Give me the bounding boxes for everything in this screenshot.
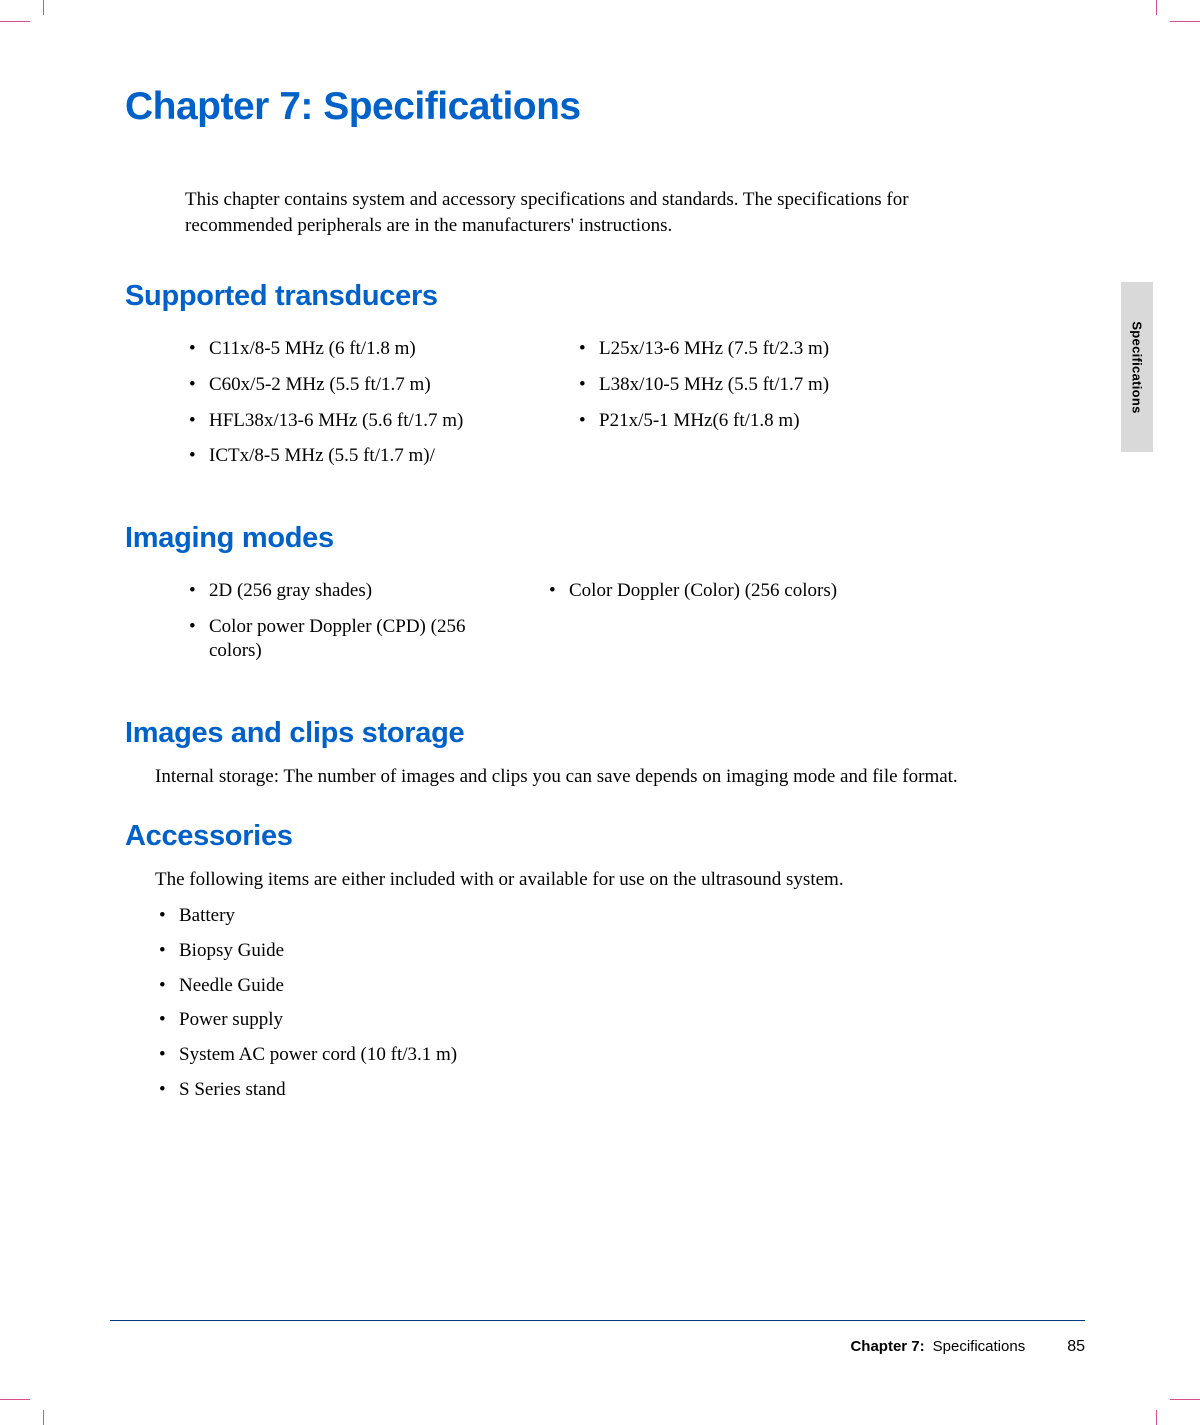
list-item: L38x/10-5 MHz (5.5 ft/1.7 m)	[575, 373, 935, 398]
imaging-left: 2D (256 gray shades) Color power Doppler…	[185, 579, 515, 675]
transducers-columns: C11x/8-5 MHz (6 ft/1.8 m) C60x/5-2 MHz (…	[185, 337, 1085, 480]
crop-mark	[1156, 0, 1157, 15]
side-tab-label: Specifications	[1130, 321, 1145, 413]
crop-mark	[1170, 21, 1200, 22]
accessories-body: The following items are either included …	[155, 867, 1015, 893]
chapter-intro: This chapter contains system and accesso…	[185, 187, 945, 238]
list-item: System AC power cord (10 ft/3.1 m)	[155, 1043, 1085, 1068]
transducers-left: C11x/8-5 MHz (6 ft/1.8 m) C60x/5-2 MHz (…	[185, 337, 545, 480]
list-item: S Series stand	[155, 1078, 1085, 1103]
imaging-right: Color Doppler (Color) (256 colors)	[545, 579, 905, 675]
footer-page-number: 85	[1067, 1338, 1085, 1356]
list-item: Battery	[155, 904, 1085, 929]
list-item: Biopsy Guide	[155, 939, 1085, 964]
imaging-columns: 2D (256 gray shades) Color power Doppler…	[185, 579, 1085, 675]
list-item: L25x/13-6 MHz (7.5 ft/2.3 m)	[575, 337, 935, 362]
section-title-accessories: Accessories	[125, 820, 1085, 853]
footer-text: Chapter 7: Specifications 85	[850, 1338, 1085, 1356]
list-item: Color Doppler (Color) (256 colors)	[545, 579, 905, 604]
crop-mark	[0, 1399, 30, 1400]
footer-chapter-label: Chapter 7:	[850, 1338, 924, 1355]
list-item: C60x/5-2 MHz (5.5 ft/1.7 m)	[185, 373, 545, 398]
list-item: C11x/8-5 MHz (6 ft/1.8 m)	[185, 337, 545, 362]
section-title-imaging: Imaging modes	[125, 522, 1085, 555]
crop-mark	[1170, 1399, 1200, 1400]
list-item: P21x/5-1 MHz(6 ft/1.8 m)	[575, 409, 935, 434]
list-item: Power supply	[155, 1008, 1085, 1033]
footer-rule	[110, 1320, 1085, 1321]
list-item: ICTx/8-5 MHz (5.5 ft/1.7 m)/	[185, 444, 545, 469]
list-item: HFL38x/13-6 MHz (5.6 ft/1.7 m)	[185, 409, 545, 434]
section-title-transducers: Supported transducers	[125, 280, 1085, 313]
chapter-title: Chapter 7: Specifications	[125, 85, 1085, 129]
crop-mark	[43, 1410, 44, 1425]
section-title-storage: Images and clips storage	[125, 717, 1085, 750]
crop-mark	[1156, 1410, 1157, 1425]
accessories-list: Battery Biopsy Guide Needle Guide Power …	[155, 904, 1085, 1102]
crop-mark	[43, 0, 44, 15]
list-item: Needle Guide	[155, 974, 1085, 999]
list-item: Color power Doppler (CPD) (256 colors)	[185, 615, 515, 664]
footer-chapter-name: Specifications	[933, 1338, 1026, 1355]
storage-body: Internal storage: The number of images a…	[155, 764, 1015, 790]
list-item: 2D (256 gray shades)	[185, 579, 515, 604]
page-content: Chapter 7: Specifications This chapter c…	[125, 85, 1085, 1133]
transducers-right: L25x/13-6 MHz (7.5 ft/2.3 m) L38x/10-5 M…	[575, 337, 935, 480]
side-tab: Specifications	[1121, 282, 1153, 452]
crop-mark	[0, 21, 30, 22]
